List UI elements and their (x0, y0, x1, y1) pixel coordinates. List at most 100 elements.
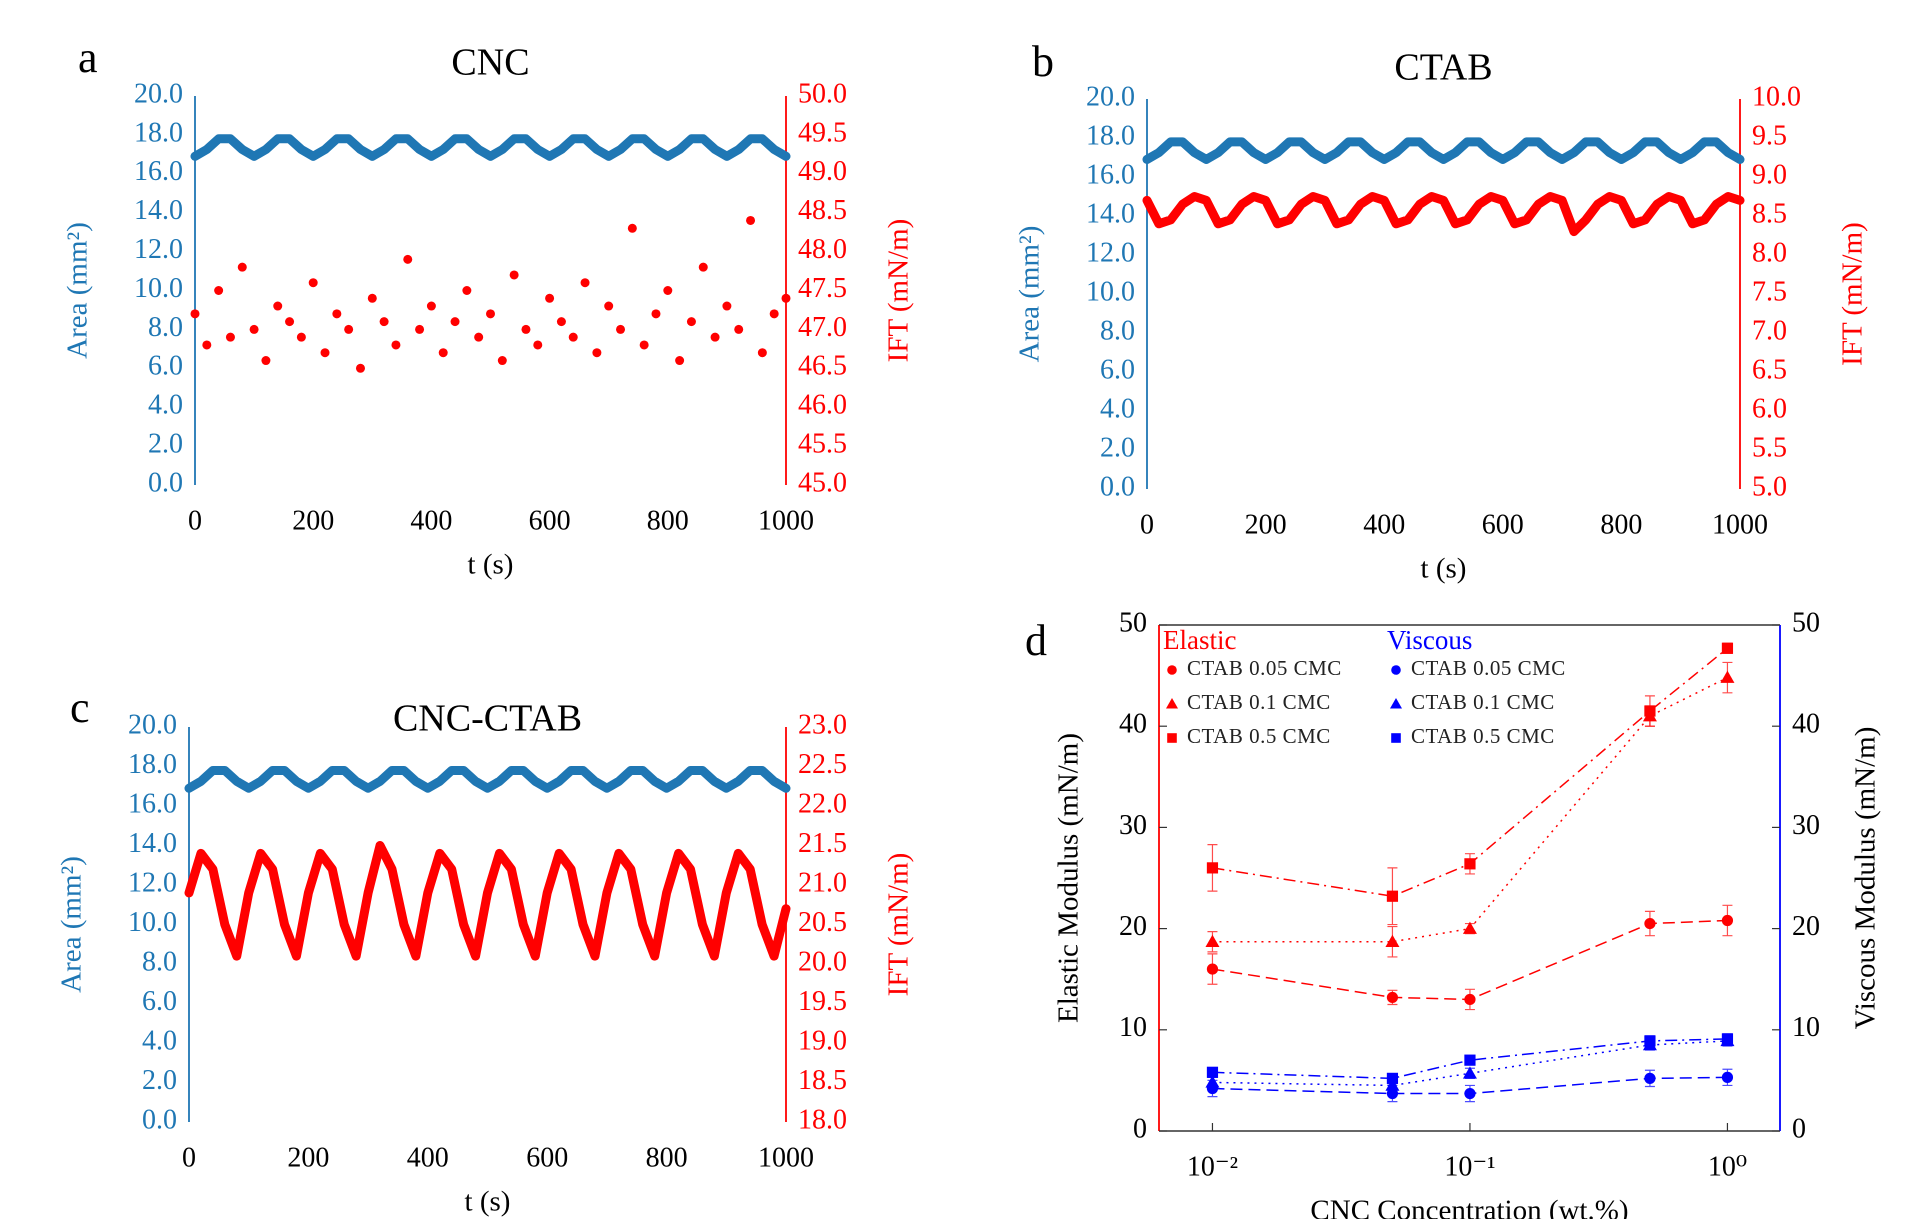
y-tick-label: 14.0 (128, 828, 177, 859)
y-tick-label: 10 (1119, 1012, 1147, 1043)
point (781, 293, 791, 303)
y-tick-label: 12.0 (128, 867, 177, 898)
point (438, 348, 448, 358)
x-tick-label: 800 (1600, 509, 1642, 540)
point (769, 309, 779, 319)
x-tick-label: 600 (1482, 509, 1524, 540)
series-line (1142, 192, 1745, 237)
point (486, 309, 495, 319)
legend-marker (1391, 733, 1401, 743)
point (391, 340, 401, 350)
y-tick-label: 10.0 (134, 273, 183, 304)
y2-tick-label: 47.0 (798, 312, 847, 343)
y-tick-label: 18.0 (128, 749, 177, 780)
point (545, 293, 555, 303)
marker (1721, 642, 1734, 654)
point (509, 270, 519, 280)
y-tick-label: 4.0 (148, 390, 183, 421)
point (225, 332, 235, 342)
x-axis-label: t (s) (465, 1186, 511, 1218)
point (521, 324, 531, 334)
point (710, 332, 720, 342)
y2-tick-label: 23.0 (798, 709, 847, 740)
marker (1385, 934, 1400, 948)
y2-tick-label: 10.0 (1752, 81, 1801, 112)
point (261, 356, 271, 366)
x-tick-label: 400 (410, 505, 452, 536)
y-tick-label: 40 (1119, 709, 1147, 740)
y-tick-label: 20.0 (128, 709, 177, 740)
marker (1386, 1072, 1399, 1084)
y2-tick-label: 10 (1792, 1012, 1820, 1043)
marker (1644, 1035, 1656, 1047)
point (214, 286, 224, 295)
point (190, 309, 200, 319)
point (556, 317, 566, 327)
y-tick-label: 16.0 (1086, 159, 1135, 190)
x-tick-label: 400 (407, 1142, 449, 1173)
series-line (1212, 676, 1728, 943)
legend-marker (1167, 733, 1177, 743)
y-tick-label: 6.0 (148, 351, 183, 382)
point (320, 348, 330, 358)
y-tick-label: 14.0 (134, 195, 183, 226)
x-tick-label: 200 (287, 1142, 329, 1173)
y2-tick-label: 47.5 (798, 273, 847, 304)
panel-label: a (78, 33, 98, 82)
point (355, 363, 365, 373)
x-tick-label: 10⁻² (1187, 1151, 1238, 1182)
point (415, 324, 425, 334)
y-tick-label: 12.0 (134, 234, 183, 265)
y2-tick-label: 22.0 (798, 788, 847, 819)
y2-axis-label: IFT (mN/m) (1837, 222, 1869, 366)
marker (1464, 858, 1476, 870)
x-tick-label: 1000 (758, 505, 814, 536)
y2-tick-label: 40 (1792, 709, 1820, 740)
x-tick-label: 1000 (758, 1142, 814, 1173)
y-axis-label: Area (mm²) (62, 222, 94, 359)
marker (1386, 991, 1399, 1004)
point (675, 356, 685, 366)
y-tick-label: 6.0 (142, 986, 177, 1017)
x-axis-label: t (s) (468, 549, 514, 581)
y2-tick-label: 6.5 (1752, 354, 1787, 385)
y-tick-label: 0.0 (142, 1104, 177, 1135)
y-tick-label: 8.0 (142, 946, 177, 977)
marker (1721, 914, 1734, 927)
y2-tick-label: 50 (1792, 607, 1820, 638)
y-tick-label: 16.0 (128, 788, 177, 819)
point (450, 317, 460, 327)
point (592, 348, 602, 358)
x-tick-label: 0 (182, 1142, 196, 1173)
point (462, 286, 472, 295)
point (474, 332, 484, 342)
marker (1721, 1033, 1734, 1045)
point (746, 215, 756, 225)
y-tick-label: 0.0 (1100, 471, 1135, 502)
point (627, 223, 637, 233)
x-tick-label: 1000 (1712, 509, 1768, 540)
point (734, 324, 744, 334)
y2-tick-label: 19.5 (798, 986, 847, 1017)
x-tick-label: 10⁻¹ (1444, 1151, 1495, 1182)
marker (1644, 705, 1656, 717)
y2-tick-label: 8.0 (1752, 237, 1787, 268)
point (568, 332, 578, 342)
marker (1206, 1066, 1219, 1078)
y2-tick-label: 49.5 (798, 117, 847, 148)
point (686, 317, 696, 327)
y2-tick-label: 20 (1792, 911, 1820, 942)
legend-label: CTAB 0.5 CMC (1187, 724, 1331, 748)
y2-tick-label: 48.5 (798, 195, 847, 226)
y-tick-label: 10.0 (1086, 276, 1135, 307)
y-axis-label: Area (mm²) (56, 856, 88, 993)
y-tick-label: 20.0 (1086, 81, 1135, 112)
y-tick-label: 0.0 (148, 467, 183, 498)
legend-title: Elastic (1163, 625, 1236, 655)
panel-label: d (1025, 616, 1047, 665)
y-tick-label: 50 (1119, 607, 1147, 638)
legend-label: CTAB 0.1 CMC (1187, 690, 1331, 714)
y-tick-label: 2.0 (142, 1065, 177, 1096)
x-tick-label: 400 (1363, 509, 1405, 540)
